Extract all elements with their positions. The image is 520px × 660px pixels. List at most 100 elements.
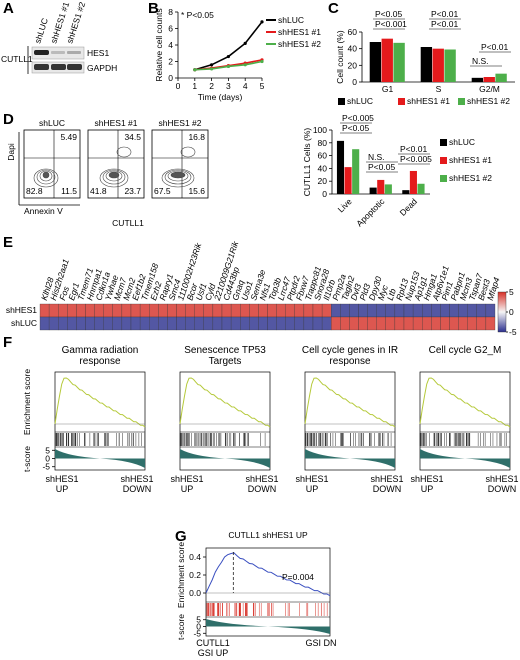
colorbar-label: 0 [509,307,514,317]
bar [471,77,484,82]
x-axis-label: shHES1 DOWN [120,474,154,494]
quadrant-value: 82.8 [26,186,43,196]
heatmap-cell [221,316,232,331]
heatmap-cell [249,316,259,331]
y-tick-label: 6 [168,24,173,34]
y-tick-label: 60 [348,27,358,37]
heatmap-cell [303,316,314,331]
y-tick-label: 2 [168,57,173,67]
x-axis-label: shHES1 UP [295,474,329,494]
heatmap-cell [94,303,104,318]
bar [483,77,495,82]
plot-title: shHES1 #2 [159,118,202,128]
panel-label: B [148,0,159,17]
heatmap-cell [385,316,396,331]
t-score-area [180,449,270,468]
legend-swatch [338,98,345,105]
cell-line-label: CUTLL1 [1,54,33,64]
heatmap-cell [221,303,232,318]
bar [409,170,417,194]
density-contour [180,146,196,158]
heatmap-cell [412,316,423,331]
plot-title: shLUC [39,118,65,128]
heatmap-cell [249,303,259,318]
x-axis-label: shHES1 DOWN [245,474,279,494]
heatmap-cell [58,316,68,331]
heatmap-cell [294,316,305,331]
es-curve [54,377,146,428]
point [226,54,230,59]
annotation: P<0.005 [400,154,432,164]
heatmap-cell [422,303,432,318]
x-tick-label: 2 [209,81,214,91]
y-tick-label: 0 [45,454,50,464]
bar [381,38,393,82]
x-tick-label: Apoptotic [354,196,387,229]
legend-swatch [398,98,405,105]
bar [417,183,425,194]
y-tick-label: 0 [352,77,357,87]
heatmap-cell [376,316,386,331]
heatmap-cell [367,316,377,331]
y-axis-label: Relative cell counts [154,8,164,81]
lane-label: shLUC [32,17,50,45]
x-tick-label: S [436,84,442,94]
x-axis-label: CUTLL1 [112,218,144,228]
heatmap-cell [394,303,405,318]
annotation: P<0.05 [342,123,369,133]
heatmap-cell [458,303,468,318]
heatmap-cell [185,316,195,331]
bar [393,42,405,82]
density-contour [36,169,56,185]
density-contour [108,171,120,179]
legend-swatch [458,98,465,105]
legend-label: shLUC [347,96,373,106]
heatmap-cell [403,303,414,318]
colorbar-label: -5 [509,327,517,337]
y-tick-label: 0 [322,189,327,199]
y-tick-label: 8 [168,7,173,17]
plot-title: Gamma radiation response [61,345,139,367]
y-tick-label: 100 [313,125,327,135]
heatmap-cell [358,303,368,318]
heatmap-cell [194,303,204,318]
heatmap-cell [349,303,359,318]
density-contour [33,168,59,188]
band [67,64,82,70]
x-tick-label: Dead [398,196,420,218]
density-contour [99,168,129,188]
heatmap-cell [149,303,159,318]
annotation: P<0.001 [375,19,407,29]
quadrant-value: 23.7 [124,186,141,196]
density-contour [167,170,189,182]
x-axis-label: shHES1 DOWN [485,474,519,494]
heatmap-cell [276,316,286,331]
x-axis-label: Annexin V [24,206,63,216]
heatmap-cell [321,303,332,318]
heatmap-cell [358,316,368,331]
heatmap-cell [94,316,104,331]
heatmap-cell [48,316,59,331]
heatmap-cell [303,303,314,318]
heatmap-cell [158,316,168,331]
heatmap-cell [112,316,123,331]
protein-label: HES1 [87,48,109,58]
heatmap-cell [240,316,250,331]
x-tick-label: 5 [260,81,265,91]
bar [402,190,410,194]
heatmap-cell [431,303,441,318]
heatmap-cell [412,303,423,318]
heatmap-cell [376,303,386,318]
point [260,59,264,64]
heatmap-cell [285,316,295,331]
gene-label: Ltb [385,287,398,302]
annotation: P<0.01 [400,144,427,154]
bar [377,179,385,194]
point [226,64,230,69]
heatmap-cell [440,316,450,331]
density-contour [39,170,53,182]
annotation: * P<0.05 [181,10,214,20]
x-axis-label: shHES1 UP [410,474,444,494]
